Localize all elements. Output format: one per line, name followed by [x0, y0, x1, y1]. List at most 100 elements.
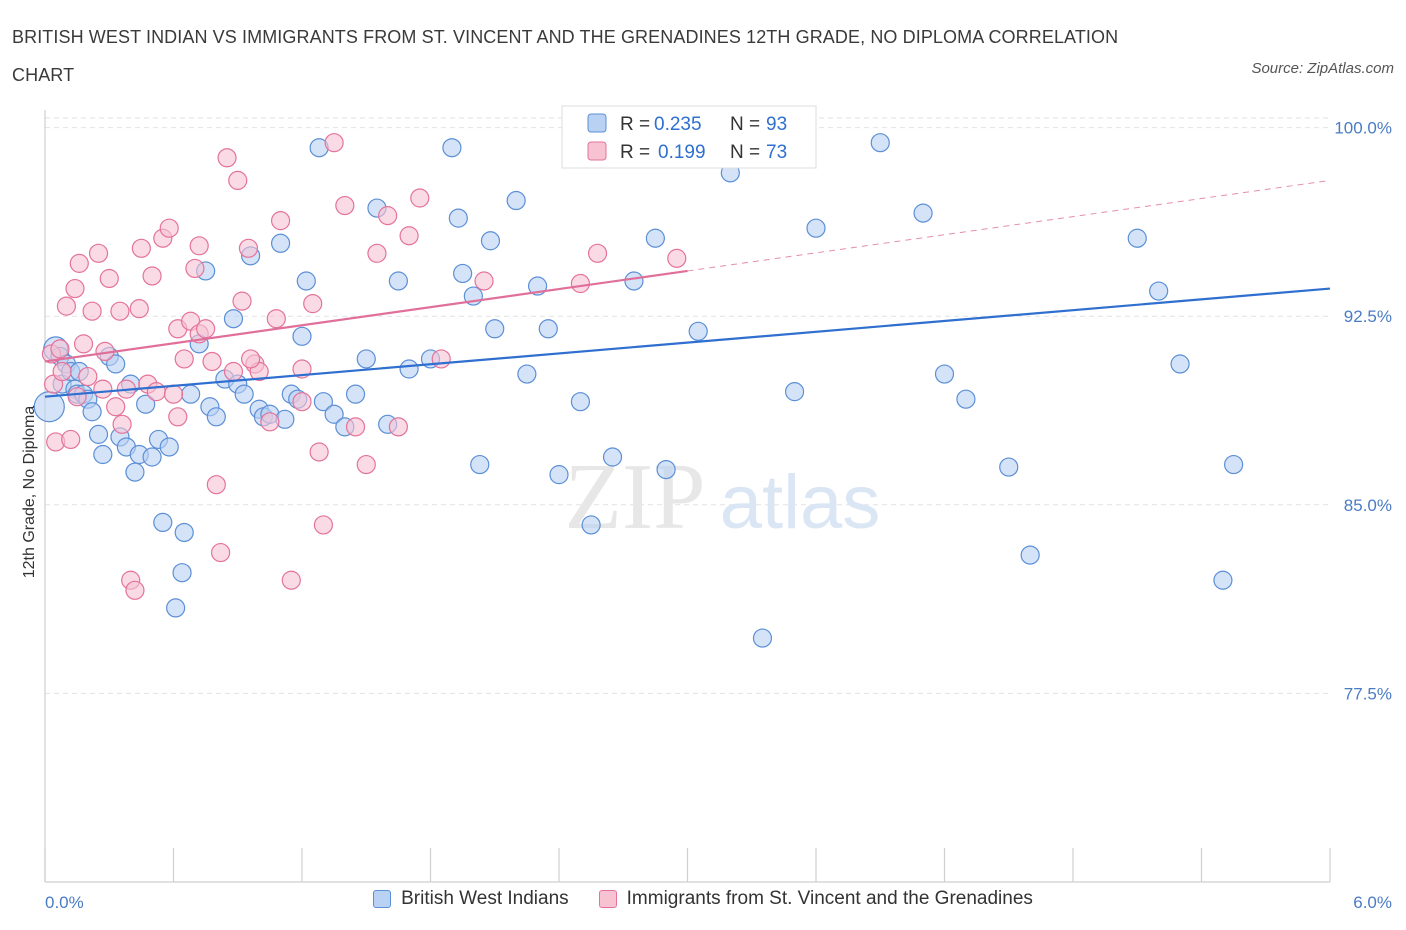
pink-point-11 [82, 301, 102, 321]
source-label: Source: ZipAtlas.com [1251, 60, 1394, 77]
pink-point-32 [196, 319, 216, 339]
legend-r-value-2: 0.199 [658, 142, 706, 163]
trend-line-pink [44, 269, 688, 363]
pink-point-6 [61, 429, 81, 450]
blue-point-35 [223, 309, 244, 329]
blue-point-84 [956, 389, 976, 409]
blue-point-25 [159, 437, 179, 457]
blue-point-73 [624, 271, 644, 291]
pink-point-64 [667, 248, 687, 268]
pink-point-56 [378, 206, 398, 226]
legend-r-label-2: R = [620, 142, 650, 163]
blue-point-66 [517, 364, 537, 384]
blue-point-71 [581, 515, 601, 535]
blue-point-74 [645, 228, 665, 248]
blue-point-58 [442, 138, 462, 158]
pink-point-70 [189, 236, 209, 256]
blue-point-12 [88, 424, 109, 444]
pink-point-8 [69, 253, 89, 273]
pink-point-14 [99, 268, 119, 289]
y-tick-label-2: 92.5% [1344, 307, 1392, 326]
blue-point-37 [234, 384, 254, 404]
pink-point-49 [309, 442, 329, 462]
legend-n-label-1: N = [730, 114, 760, 135]
pink-point-65 [112, 414, 132, 434]
blue-point-79 [752, 628, 773, 648]
blue-point-91 [1224, 454, 1244, 475]
blue-point-21 [136, 394, 156, 414]
legend-swatch-blue [587, 113, 607, 133]
tick-labels: 77.5% 85.0% 92.5% 100.0% 0.0% 6.0% [45, 119, 1392, 912]
pink-point-59 [410, 188, 430, 208]
pink-point-54 [356, 454, 376, 475]
blue-point-81 [870, 133, 890, 153]
pink-point-52 [335, 195, 355, 216]
axes [44, 110, 1331, 883]
pink-point-58 [399, 226, 419, 246]
blue-point-88 [1149, 281, 1169, 301]
pink-point-61 [474, 271, 494, 291]
blue-point-72 [602, 447, 623, 467]
blue-point-76 [688, 321, 708, 341]
blue-point-29 [181, 384, 201, 404]
pink-point-48 [303, 294, 323, 314]
legend-label-british-west-indians: British West Indians [401, 888, 569, 909]
pink-point-37 [223, 361, 244, 382]
pink-point-10 [78, 366, 98, 387]
pink-point-20 [131, 238, 151, 258]
blue-point-24 [153, 512, 173, 533]
series-legend: British West Indians Immigrants from St.… [0, 888, 1406, 910]
legend-r-label-1: R = [620, 114, 650, 135]
trend-line-pink-extension [687, 179, 1331, 272]
pink-point-3 [50, 339, 70, 359]
pink-point-9 [73, 334, 94, 354]
pink-point-46 [281, 570, 301, 590]
legend-item-immigrants-st-vincent: Immigrants from St. Vincent and the Gren… [598, 888, 1033, 910]
pink-point-38 [228, 170, 248, 191]
trend-lines [44, 179, 1331, 398]
watermark-zip: ZIP [565, 445, 706, 549]
pink-point-5 [56, 296, 77, 316]
blue-point-68 [538, 319, 558, 339]
legend-n-value-2: 73 [766, 142, 787, 163]
pink-point-19 [125, 580, 145, 600]
pink-point-53 [345, 417, 366, 437]
pink-point-68 [168, 407, 188, 427]
pink-point-23 [146, 382, 166, 402]
blue-point-65 [506, 190, 526, 211]
x-tick-label-1: 6.0% [1353, 893, 1392, 912]
legend-n-value-1: 93 [766, 114, 787, 135]
blue-point-83 [934, 364, 955, 384]
blue-point-82 [913, 203, 933, 223]
blue-point-46 [296, 271, 316, 291]
blue-point-69 [549, 465, 569, 485]
blue-point-85 [999, 457, 1019, 477]
blue-point-28 [174, 522, 194, 543]
blue-point-90 [1213, 570, 1233, 590]
blue-point-15 [106, 354, 126, 374]
blue-point-11 [82, 402, 102, 422]
pink-point-45 [270, 211, 291, 231]
pink-point-62 [570, 273, 591, 294]
pink-point-34 [206, 475, 226, 495]
pink-point-60 [431, 349, 451, 369]
stats-legend: R = 0.235 N = 93 R = 0.199 N = 73 [561, 105, 817, 169]
legend-label-immigrants-st-vincent: Immigrants from St. Vincent and the Gren… [626, 888, 1033, 909]
blue-point-49 [324, 404, 344, 424]
series-immigrants-st-vincent [41, 133, 687, 600]
pink-point-63 [587, 243, 608, 263]
blue-point-87 [1127, 228, 1147, 248]
legend-swatch-pink [587, 141, 607, 161]
blue-point-56 [399, 359, 419, 379]
pink-point-43 [260, 412, 280, 432]
blue-point-55 [388, 271, 408, 291]
blue-point-52 [356, 349, 376, 369]
blue-point-64 [485, 319, 505, 339]
pink-point-13 [93, 379, 113, 399]
blue-point-70 [570, 392, 591, 412]
blue-point-13 [93, 444, 113, 465]
grid [45, 117, 1330, 694]
legend-item-british-west-indians: British West Indians [373, 888, 569, 910]
pink-point-36 [217, 148, 237, 168]
